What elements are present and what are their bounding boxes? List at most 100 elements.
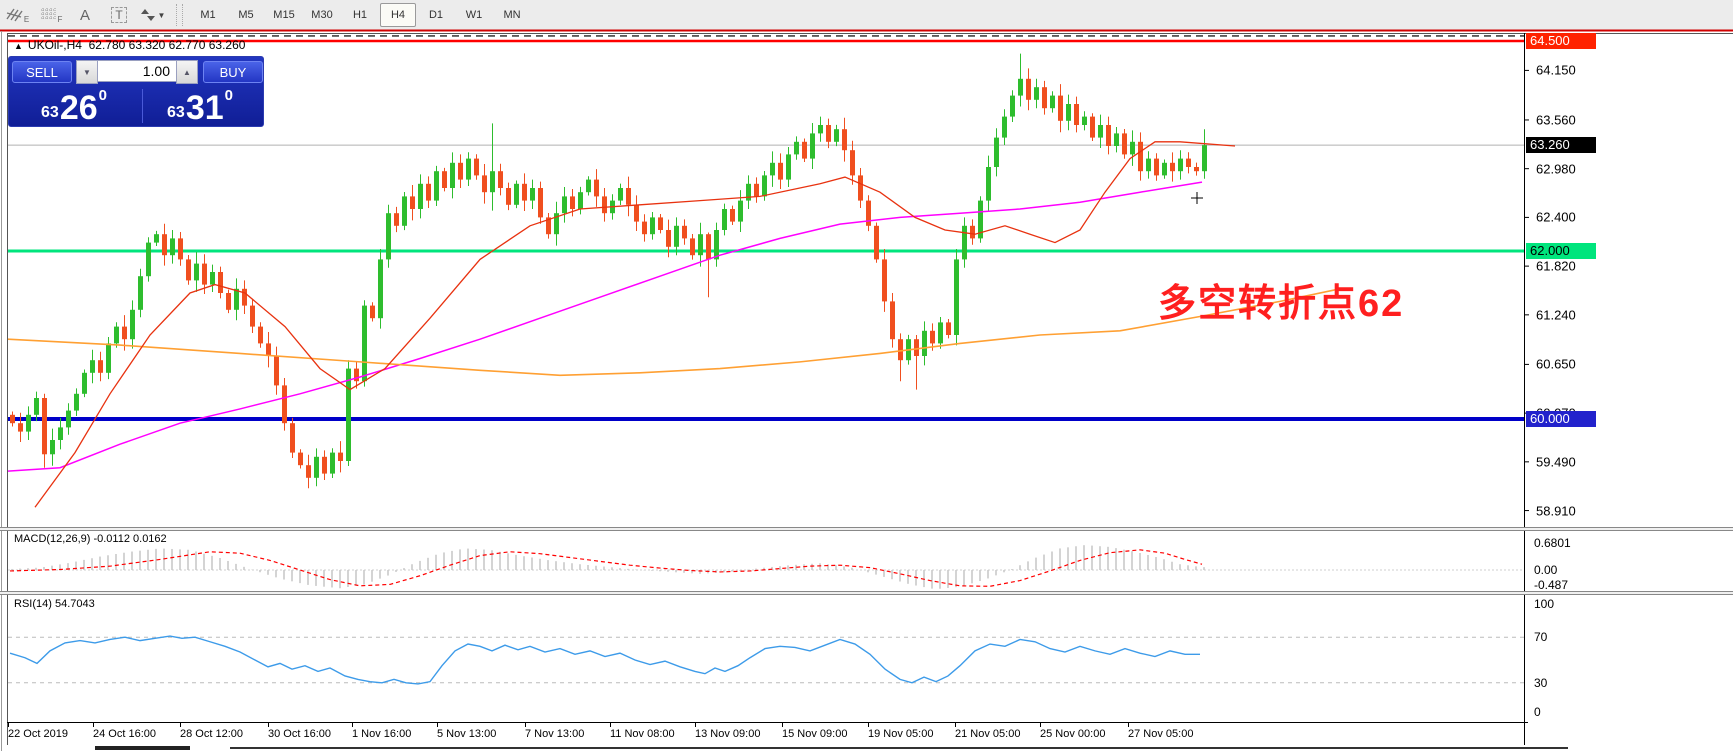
candle xyxy=(10,414,15,424)
panel-separator xyxy=(0,591,1733,595)
candle xyxy=(1170,162,1175,172)
candle xyxy=(1042,87,1047,109)
candle xyxy=(770,162,775,176)
timeframe-button-m30[interactable]: M30 xyxy=(311,9,333,21)
candle xyxy=(634,204,639,222)
candle xyxy=(818,125,823,134)
candle xyxy=(322,456,327,474)
timeframe-button-w1[interactable]: W1 xyxy=(465,9,483,21)
timeframe-button-d1[interactable]: D1 xyxy=(428,9,444,21)
date-axis-label: 28 Oct 12:00 xyxy=(180,728,243,740)
price-axis-label: 61.240 xyxy=(1536,307,1576,323)
candle xyxy=(202,263,207,285)
candle xyxy=(114,326,119,344)
rsi-axis-label: 70 xyxy=(1534,630,1548,644)
candle xyxy=(162,234,167,256)
grid-icon xyxy=(40,8,56,20)
volume-input[interactable] xyxy=(98,60,176,82)
candle xyxy=(458,162,463,180)
dropdown-caret-icon[interactable]: ▼ xyxy=(157,10,166,20)
timeframe-button-mn[interactable]: MN xyxy=(503,9,521,21)
candle xyxy=(90,360,95,373)
arrows-tool-button[interactable]: ▼ xyxy=(137,2,169,28)
candle xyxy=(738,200,743,222)
date-axis-label: 1 Nov 16:00 xyxy=(352,728,412,740)
candle xyxy=(274,356,279,386)
candle xyxy=(1010,95,1015,117)
bottom-tab-strip[interactable] xyxy=(95,746,190,750)
candle xyxy=(474,158,479,176)
candle xyxy=(1026,78,1031,100)
text-label-tool-button[interactable]: A xyxy=(69,2,101,28)
candle xyxy=(1098,125,1103,138)
timeframe-button-m1[interactable]: M1 xyxy=(200,9,216,21)
toolbar-separator xyxy=(176,4,183,26)
date-axis-label: 30 Oct 16:00 xyxy=(268,728,331,740)
timeframe-button-m5[interactable]: M5 xyxy=(238,9,254,21)
date-axis-label: 21 Nov 05:00 xyxy=(955,728,1021,740)
grid-tool-button[interactable]: F xyxy=(35,2,67,28)
date-axis-label: 22 Oct 2019 xyxy=(8,728,68,740)
candle xyxy=(938,322,943,344)
candle xyxy=(674,225,679,247)
rsi-line xyxy=(9,635,1200,685)
candle xyxy=(842,129,847,151)
timeframe-button-h4[interactable]: H4 xyxy=(380,3,416,27)
candle xyxy=(602,196,607,214)
one-click-trading-panel: SELL ▼ ▲ BUY 63 26 0 63 31 0 xyxy=(8,56,264,127)
sell-button[interactable]: SELL xyxy=(12,61,72,83)
candle xyxy=(578,192,583,209)
chinese-annotation-text: 多空转折点62 xyxy=(1158,283,1405,325)
candle xyxy=(1178,158,1183,172)
date-axis-label: 13 Nov 09:00 xyxy=(695,728,761,740)
candle xyxy=(1138,141,1143,172)
candle xyxy=(338,452,343,461)
candle xyxy=(882,259,887,302)
candle xyxy=(234,288,239,310)
text-label-icon: A xyxy=(79,6,90,24)
text-box-tool-button[interactable]: T xyxy=(103,2,135,28)
tool-sub-label: E xyxy=(23,14,30,24)
price-axis-label: 61.820 xyxy=(1536,258,1576,274)
price-line-badge: 60.000 xyxy=(1526,411,1596,427)
timeframe-button-h1[interactable]: H1 xyxy=(352,9,368,21)
candle xyxy=(746,183,751,201)
price-line-badge: 64.500 xyxy=(1526,33,1596,49)
collapse-triangle-icon[interactable]: ▲ xyxy=(14,41,23,51)
candle xyxy=(1002,116,1007,138)
crosshatch-lines-tool-button[interactable]: E xyxy=(1,2,33,28)
candle xyxy=(1146,158,1151,172)
candle xyxy=(330,452,335,474)
price-axis-label: 62.980 xyxy=(1536,161,1576,177)
buy-button[interactable]: BUY xyxy=(203,61,263,83)
buy-price-display[interactable]: 63 31 0 xyxy=(137,87,263,125)
rsi-axis-label: 100 xyxy=(1534,597,1555,611)
candle xyxy=(890,301,895,340)
candle xyxy=(314,456,319,478)
candle xyxy=(1090,116,1095,138)
candle xyxy=(298,452,303,466)
candle xyxy=(914,339,919,356)
candle xyxy=(178,238,183,260)
macd-signal-line xyxy=(9,549,1203,587)
timeframe-button-m15[interactable]: M15 xyxy=(273,9,295,21)
volume-increase-button[interactable]: ▲ xyxy=(176,60,198,84)
candle xyxy=(810,133,815,159)
candle xyxy=(170,238,175,256)
sell-price-prefix: 63 xyxy=(41,104,59,121)
candle xyxy=(642,221,647,235)
sell-price-display[interactable]: 63 26 0 xyxy=(11,87,137,125)
date-axis-label: 27 Nov 05:00 xyxy=(1128,728,1194,740)
candle xyxy=(954,259,959,335)
candle xyxy=(962,225,967,260)
volume-decrease-button[interactable]: ▼ xyxy=(76,60,98,84)
candle xyxy=(1194,167,1199,172)
candle xyxy=(26,414,31,432)
candle xyxy=(826,125,831,142)
ma-red-line xyxy=(34,141,1236,508)
candle xyxy=(978,200,983,239)
candle xyxy=(250,305,255,327)
candle xyxy=(210,272,215,285)
candle xyxy=(778,162,783,180)
